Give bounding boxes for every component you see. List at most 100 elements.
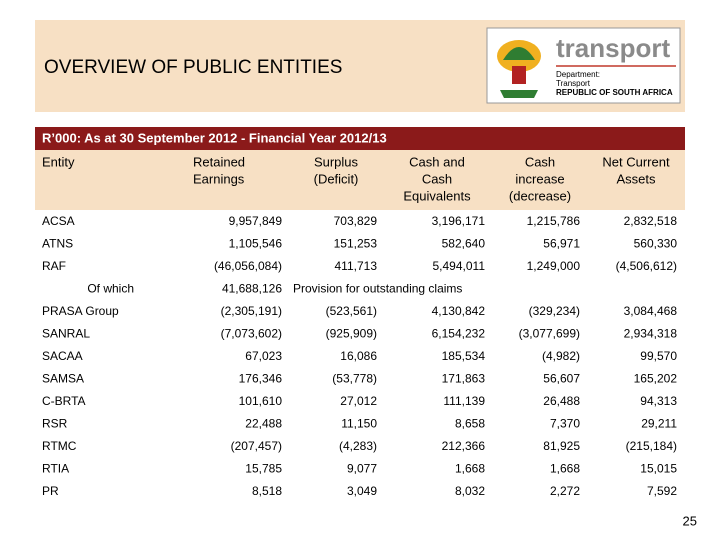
cell: 2,832,518 [624, 214, 678, 228]
cell: 1,215,786 [527, 214, 581, 228]
cell: (3,077,699) [519, 327, 580, 341]
cell: 56,607 [543, 372, 580, 386]
cell: 176,346 [239, 372, 283, 386]
cell: 4,130,842 [432, 304, 486, 318]
cell: 212,366 [442, 439, 486, 453]
cell: 411,713 [335, 259, 378, 273]
column-header: Retained [193, 154, 245, 169]
logo-name: transport [556, 33, 670, 63]
logo-line: REPUBLIC OF SOUTH AFRICA [556, 88, 673, 97]
cell: (4,283) [339, 439, 377, 453]
banner-bar [35, 127, 685, 150]
cell: 560,330 [634, 237, 678, 251]
cell: 15,785 [245, 462, 282, 476]
cell: 1,668 [455, 462, 485, 476]
cell: 582,640 [442, 237, 486, 251]
cell: 1,105,546 [229, 237, 283, 251]
cell: (523,561) [326, 304, 377, 318]
column-header: (Deficit) [314, 171, 359, 186]
column-header: Earnings [193, 171, 245, 186]
cell: 171,863 [442, 372, 486, 386]
cell: 2,934,318 [624, 327, 678, 341]
cell: 5,494,011 [433, 259, 486, 273]
row-label: ATNS [42, 237, 73, 251]
cell: 3,084,468 [624, 304, 678, 318]
cell: 81,925 [543, 439, 580, 453]
logo-line: Transport [556, 79, 591, 88]
cell: 94,313 [640, 394, 677, 408]
cell: 1,249,000 [527, 259, 581, 273]
cell: 9,957,849 [229, 214, 283, 228]
column-header: Net Current [602, 154, 670, 169]
cell: 8,518 [252, 484, 282, 498]
row-label: Of which [87, 282, 134, 296]
cell: 2,272 [550, 484, 580, 498]
cell: (925,909) [326, 327, 377, 341]
title: OVERVIEW OF PUBLIC ENTITIES [44, 57, 342, 78]
row-label: RAF [42, 259, 66, 273]
cell: (46,056,084) [214, 259, 282, 273]
cell: (329,234) [529, 304, 580, 318]
banner: R’000: As at 30 September 2012 - Financi… [42, 130, 387, 145]
cell: 29,211 [641, 417, 677, 431]
cell: 6,154,232 [432, 327, 486, 341]
cell: 67,023 [245, 349, 282, 363]
column-header: Cash [422, 171, 452, 186]
cell: 165,202 [634, 372, 678, 386]
column-header: Assets [616, 171, 656, 186]
row-label: SAMSA [42, 372, 84, 386]
cell: 7,592 [647, 484, 677, 498]
cell: 56,971 [543, 237, 580, 251]
row-label: SANRAL [42, 327, 90, 341]
page-number: 25 [683, 513, 697, 528]
cell: (207,457) [231, 439, 282, 453]
coat-of-arms [497, 40, 541, 98]
cell: 703,829 [334, 214, 378, 228]
cell: 8,658 [455, 417, 485, 431]
table-header-bg [35, 150, 685, 210]
cell: 151,253 [334, 237, 378, 251]
cell: 101,610 [239, 394, 283, 408]
cell: 15,015 [640, 462, 677, 476]
column-header: Surplus [314, 154, 359, 169]
column-header: Cash [525, 154, 555, 169]
cell: 8,032 [455, 484, 485, 498]
cell: (7,073,602) [221, 327, 282, 341]
cell: (4,982) [542, 349, 580, 363]
row-label: PR [42, 484, 59, 498]
cell: (53,778) [332, 372, 377, 386]
row-label: C-BRTA [42, 394, 86, 408]
cell: 1,668 [550, 462, 580, 476]
column-header: Equivalents [403, 188, 471, 203]
column-header: Cash and [409, 154, 465, 169]
row-label: RTIA [42, 462, 69, 476]
cell: 11,150 [341, 417, 377, 431]
note: Provision for outstanding claims [293, 282, 462, 296]
logo-line: Department: [556, 70, 600, 79]
column-header: Entity [42, 154, 75, 169]
cell: (215,184) [626, 439, 677, 453]
column-header: increase [515, 171, 564, 186]
cell: 99,570 [640, 349, 677, 363]
column-header: (decrease) [509, 188, 571, 203]
row-label: SACAA [42, 349, 83, 363]
cell: 9,077 [347, 462, 377, 476]
cell: 16,086 [340, 349, 377, 363]
cell: 26,488 [543, 394, 580, 408]
cell: 185,534 [442, 349, 486, 363]
cell: 22,488 [245, 417, 282, 431]
row-label: PRASA Group [42, 304, 119, 318]
cell: 111,139 [443, 394, 485, 408]
cell: 41,688,126 [222, 282, 282, 296]
cell: (4,506,612) [616, 259, 677, 273]
cell: 7,370 [550, 417, 580, 431]
row-label: ACSA [42, 214, 75, 228]
cell: 3,196,171 [432, 214, 486, 228]
cell: 27,012 [340, 394, 377, 408]
cell: (2,305,191) [221, 304, 282, 318]
cell: 3,049 [347, 484, 377, 498]
row-label: RSR [42, 417, 68, 431]
row-label: RTMC [42, 439, 77, 453]
